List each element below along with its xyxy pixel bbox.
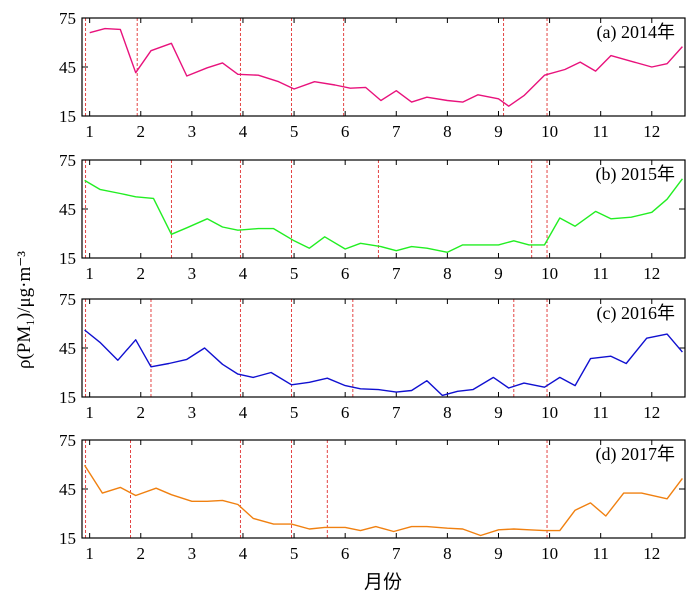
x-tick-label: 5 [290, 122, 299, 141]
x-tick-label: 4 [239, 264, 248, 283]
x-tick-label: 1 [85, 403, 94, 422]
x-tick-label: 6 [341, 264, 350, 283]
x-tick-label: 10 [541, 544, 558, 563]
x-tick-label: 12 [643, 122, 660, 141]
y-tick-label: 15 [59, 388, 76, 407]
y-tick-label: 15 [59, 529, 76, 548]
x-tick-label: 11 [592, 544, 608, 563]
x-tick-label: 2 [137, 122, 146, 141]
x-tick-label: 12 [643, 403, 660, 422]
x-tick-label: 3 [188, 122, 197, 141]
panel-label: (b) 2015年 [596, 164, 676, 185]
panel-label: (d) 2017年 [596, 444, 676, 465]
panel-label: (a) 2014年 [597, 22, 675, 43]
y-tick-label: 75 [59, 431, 76, 450]
x-tick-label: 6 [341, 122, 350, 141]
x-tick-label: 3 [188, 544, 197, 563]
y-tick-label: 75 [59, 290, 76, 309]
x-tick-label: 9 [494, 403, 503, 422]
x-tick-label: 4 [239, 403, 248, 422]
x-tick-label: 5 [290, 264, 299, 283]
x-tick-label: 6 [341, 403, 350, 422]
plot-frame [81, 17, 686, 117]
y-tick-label: 45 [59, 200, 76, 219]
x-tick-label: 12 [643, 264, 660, 283]
x-tick-label: 8 [443, 122, 452, 141]
y-tick-label: 15 [59, 107, 76, 126]
x-tick-label: 1 [85, 544, 94, 563]
x-tick-label: 11 [592, 264, 608, 283]
x-tick-label: 3 [188, 264, 197, 283]
x-tick-label: 2 [137, 544, 146, 563]
x-tick-label: 11 [592, 122, 608, 141]
x-tick-label: 7 [392, 403, 401, 422]
y-axis-title: ρ(PM₁)/μg·m⁻³ [14, 251, 35, 369]
y-tick-label: 75 [59, 151, 76, 170]
x-tick-label: 8 [443, 264, 452, 283]
x-axis-title: 月份 [364, 571, 402, 593]
series-line [84, 464, 683, 537]
series-line [84, 178, 683, 254]
x-tick-label: 1 [85, 264, 94, 283]
x-tick-label: 10 [541, 122, 558, 141]
x-tick-label: 12 [643, 544, 660, 563]
x-tick-label: 9 [494, 122, 503, 141]
x-tick-label: 6 [341, 544, 350, 563]
y-tick-label: 45 [59, 480, 76, 499]
x-tick-label: 2 [137, 403, 146, 422]
x-tick-label: 3 [188, 403, 197, 422]
x-tick-label: 4 [239, 544, 248, 563]
x-tick-label: 7 [392, 544, 401, 563]
x-tick-label: 8 [443, 403, 452, 422]
x-tick-label: 7 [392, 122, 401, 141]
x-tick-label: 11 [592, 403, 608, 422]
x-tick-label: 10 [541, 403, 558, 422]
y-tick-label: 75 [59, 9, 76, 28]
x-tick-label: 5 [290, 403, 299, 422]
x-tick-label: 1 [85, 122, 94, 141]
x-tick-label: 10 [541, 264, 558, 283]
y-tick-label: 45 [59, 339, 76, 358]
x-tick-label: 2 [137, 264, 146, 283]
x-tick-label: 9 [494, 544, 503, 563]
x-tick-label: 4 [239, 122, 248, 141]
y-tick-label: 45 [59, 58, 76, 77]
x-tick-label: 5 [290, 544, 299, 563]
x-tick-label: 8 [443, 544, 452, 563]
plot-frame [81, 298, 686, 398]
series-line [89, 27, 683, 107]
series-line [84, 329, 683, 397]
panel-label: (c) 2016年 [597, 303, 675, 324]
x-tick-label: 7 [392, 264, 401, 283]
x-tick-label: 9 [494, 264, 503, 283]
y-tick-label: 15 [59, 249, 76, 268]
